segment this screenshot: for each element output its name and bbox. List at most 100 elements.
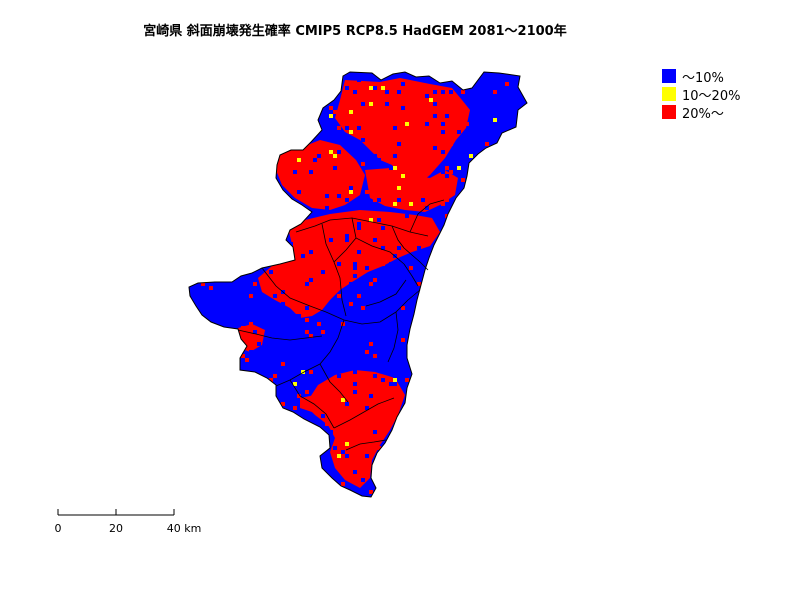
raster-cell bbox=[237, 322, 241, 326]
raster-cell bbox=[345, 238, 349, 242]
raster-cell bbox=[429, 378, 433, 382]
raster-cell bbox=[521, 398, 525, 402]
raster-cell bbox=[433, 426, 437, 430]
raster-cell bbox=[205, 330, 209, 334]
raster-cell bbox=[369, 282, 373, 286]
raster-cell bbox=[517, 226, 521, 230]
raster-cell bbox=[309, 250, 313, 254]
raster-cell bbox=[493, 474, 497, 478]
raster-cell bbox=[377, 198, 381, 202]
scale-label-40: 40 km bbox=[166, 522, 202, 535]
raster-cell bbox=[297, 370, 301, 374]
raster-cell bbox=[225, 462, 229, 466]
raster-cell bbox=[473, 458, 477, 462]
raster-cell bbox=[237, 258, 241, 262]
raster-cell bbox=[453, 426, 457, 430]
raster-cell bbox=[297, 470, 301, 474]
raster-cell bbox=[197, 314, 201, 318]
raster-cell bbox=[217, 158, 221, 162]
raster-cell bbox=[509, 294, 513, 298]
raster-cell bbox=[401, 426, 405, 430]
raster-cell bbox=[305, 330, 309, 334]
raster-cell bbox=[525, 170, 527, 174]
raster-cell bbox=[481, 250, 485, 254]
raster-cell bbox=[249, 350, 253, 354]
raster-cell bbox=[481, 446, 485, 450]
raster-cell bbox=[353, 274, 357, 278]
raster-cell bbox=[469, 458, 473, 462]
raster-cell bbox=[309, 446, 313, 450]
raster-cell bbox=[221, 210, 225, 214]
raster-cell bbox=[489, 98, 493, 102]
raster-cell bbox=[477, 94, 481, 98]
raster-cell bbox=[409, 226, 413, 230]
raster-cell bbox=[401, 338, 405, 342]
raster-cell bbox=[513, 470, 517, 474]
raster-cell bbox=[329, 114, 333, 118]
raster-cell bbox=[273, 238, 277, 242]
raster-cell bbox=[521, 210, 525, 214]
raster-cell bbox=[293, 382, 297, 386]
raster-cell bbox=[501, 110, 505, 114]
raster-cell bbox=[397, 198, 401, 202]
raster-cell bbox=[253, 114, 257, 118]
raster-cell bbox=[193, 106, 197, 110]
raster-cell bbox=[225, 330, 229, 334]
raster-cell bbox=[405, 214, 409, 218]
raster-cell bbox=[253, 294, 257, 298]
raster-cell bbox=[521, 206, 525, 210]
raster-cell bbox=[197, 86, 201, 90]
raster-cell bbox=[217, 254, 221, 258]
raster-cell bbox=[461, 234, 465, 238]
raster-cell bbox=[225, 490, 229, 494]
raster-cell bbox=[445, 434, 449, 438]
raster-cell bbox=[509, 266, 513, 270]
raster-cell bbox=[297, 190, 301, 194]
raster-cell bbox=[385, 486, 389, 490]
raster-cell bbox=[517, 282, 521, 286]
raster-cell bbox=[341, 242, 345, 246]
raster-cell bbox=[221, 250, 225, 254]
raster-cell bbox=[513, 430, 517, 434]
raster-cell bbox=[213, 102, 217, 106]
raster-cell bbox=[201, 282, 205, 286]
raster-cell bbox=[281, 362, 285, 366]
raster-cell bbox=[441, 78, 445, 82]
raster-cell bbox=[485, 250, 489, 254]
raster-cell bbox=[421, 72, 425, 74]
raster-cell bbox=[373, 86, 377, 90]
raster-cell bbox=[197, 170, 201, 174]
raster-cell bbox=[509, 442, 513, 446]
raster-cell bbox=[265, 486, 269, 490]
raster-cell bbox=[189, 434, 193, 438]
raster-cell bbox=[289, 242, 293, 246]
raster-cell bbox=[185, 322, 189, 326]
raster-cell bbox=[317, 378, 321, 382]
raster-cell bbox=[309, 94, 313, 98]
raster-cell bbox=[509, 358, 513, 362]
raster-cell bbox=[221, 218, 225, 222]
raster-cell bbox=[373, 178, 377, 182]
raster-cell bbox=[377, 158, 381, 162]
raster-cell bbox=[189, 350, 193, 354]
raster-cell bbox=[401, 486, 405, 490]
raster-cell bbox=[217, 290, 221, 294]
raster-cell bbox=[441, 122, 445, 126]
raster-cell bbox=[249, 322, 253, 326]
raster-cell bbox=[413, 322, 417, 326]
raster-cell bbox=[273, 474, 277, 478]
raster-cell bbox=[341, 434, 345, 438]
raster-cell bbox=[485, 438, 489, 442]
raster-cell bbox=[497, 174, 501, 178]
raster-cell bbox=[321, 270, 325, 274]
raster-cell bbox=[313, 226, 317, 230]
raster-cell bbox=[393, 166, 397, 170]
raster-cell bbox=[189, 198, 193, 202]
raster-cell bbox=[209, 150, 213, 154]
raster-cell bbox=[429, 434, 433, 438]
raster-cell bbox=[269, 330, 273, 334]
raster-cell bbox=[201, 434, 205, 438]
raster-cell bbox=[457, 166, 461, 170]
raster-cell bbox=[353, 262, 357, 266]
raster-cell bbox=[457, 498, 461, 502]
